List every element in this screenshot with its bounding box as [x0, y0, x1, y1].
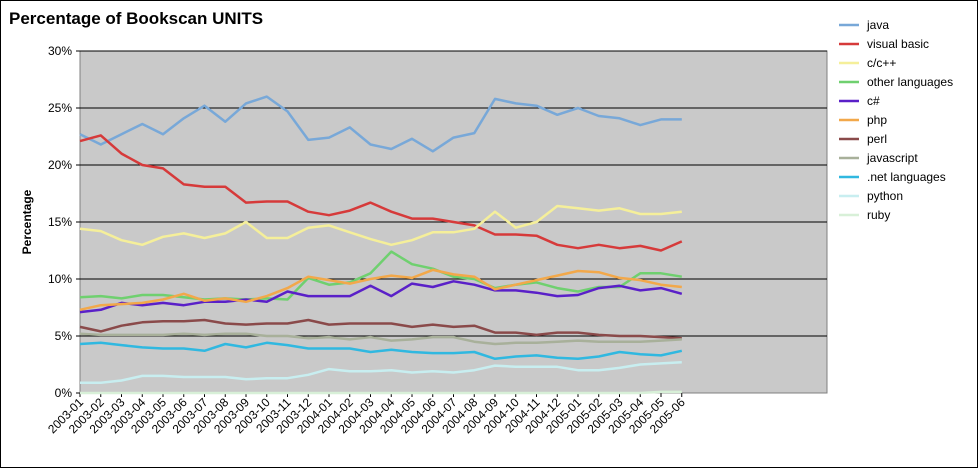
legend-label: php — [867, 113, 887, 127]
series-line-other-languages — [79, 250, 683, 301]
series-line-java — [79, 95, 682, 153]
y-tick-label: 10% — [48, 272, 72, 286]
y-tick-label: 20% — [48, 158, 72, 172]
series-line-python — [80, 360, 682, 384]
series-line-perl — [79, 318, 682, 340]
series-line-c- — [79, 280, 683, 314]
legend-label: .net languages — [867, 170, 946, 184]
legend-label: perl — [867, 132, 887, 146]
series-line-javascript — [79, 332, 682, 346]
series-lines — [79, 95, 683, 395]
legend-label: c# — [867, 94, 880, 108]
legend-label: javascript — [866, 151, 918, 165]
legend-label: c/c++ — [867, 56, 896, 70]
legend: java visual basic c/c++ other languages c# ph… — [839, 18, 953, 222]
legend-label: python — [867, 189, 903, 203]
chart-title: Percentage of Bookscan UNITS — [9, 9, 263, 28]
y-axis-ticks: 0% 5% 10% 15% 20% 25% 30% — [48, 44, 80, 400]
legend-label: other languages — [867, 75, 953, 89]
legend-label: ruby — [867, 208, 890, 222]
y-tick-label: 25% — [48, 101, 72, 115]
y-tick-label: 15% — [48, 215, 72, 229]
y-tick-label: 0% — [55, 386, 73, 400]
series-line-visual-basic — [79, 134, 683, 252]
y-tick-label: 5% — [55, 329, 73, 343]
series-line-c-c- — [79, 204, 682, 247]
y-tick-label: 30% — [48, 44, 72, 58]
legend-label: java — [866, 18, 889, 32]
series-line-php — [79, 268, 682, 312]
series-line--net-languages — [79, 341, 683, 361]
x-axis-ticks: 2003-012003-022003-032003-042003-052003-… — [45, 393, 688, 436]
y-axis-label: Percentage — [20, 189, 34, 254]
legend-label: visual basic — [867, 37, 929, 51]
series-line-ruby — [80, 390, 682, 395]
